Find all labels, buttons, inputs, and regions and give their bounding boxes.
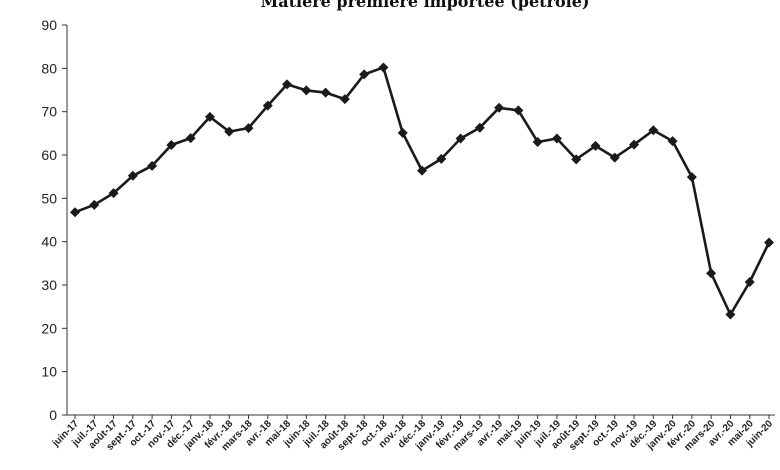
y-tick-label: 80 [41,60,57,76]
data-point-marker [359,69,370,80]
data-point-marker [301,85,312,96]
data-point-marker [89,199,100,210]
data-point-marker [262,100,273,111]
data-point-marker [436,153,447,164]
data-point-marker [764,237,774,248]
data-point-marker [378,62,389,73]
y-tick-label: 40 [41,234,57,250]
data-point-marker [590,140,601,151]
data-point-marker [551,133,562,144]
data-point-marker [204,111,215,122]
data-point-marker [127,170,138,181]
data-point-marker [282,79,293,90]
data-point-marker [532,137,543,147]
data-point-marker [147,160,158,171]
x-axis-ticks: juin-17juil.-17août-17sept.-17oct.-17nov… [50,415,775,453]
data-markers [70,62,774,320]
data-point-marker [609,152,620,163]
data-point-marker [667,136,678,147]
y-tick-label: 90 [41,17,57,33]
data-point-marker [474,122,485,133]
y-tick-label: 20 [41,320,57,336]
series-line [74,66,771,316]
data-point-marker [320,87,331,98]
y-tick-label: 30 [41,277,57,293]
data-point-marker [648,125,659,136]
y-axis-ticks: 0 10 20 30 40 50 60 70 80 90 [41,17,67,423]
y-tick-label: 60 [41,147,57,163]
y-tick-label: 10 [41,364,57,380]
y-tick-label: 50 [41,190,57,206]
data-point-marker [513,105,524,116]
data-point-marker [571,154,582,165]
data-point-marker [629,139,640,150]
data-point-marker [243,123,254,134]
data-point-marker [455,133,466,144]
data-point-marker [224,126,235,137]
data-point-marker [706,268,717,279]
series-line-group [74,66,771,316]
data-point-marker [70,207,80,218]
chart-title: Matière première importée (pétrole) [261,0,590,11]
data-point-marker [185,133,196,144]
data-point-marker [744,276,755,287]
data-point-marker [494,102,505,113]
data-point-marker [686,172,697,183]
data-point-marker [417,165,427,176]
y-tick-label: 70 [41,104,57,120]
data-point-marker [725,309,736,320]
data-point-marker [166,140,177,151]
data-point-marker [339,94,350,105]
y-tick-label: 0 [49,407,57,423]
data-point-marker [108,188,119,199]
data-point-marker [397,127,408,138]
